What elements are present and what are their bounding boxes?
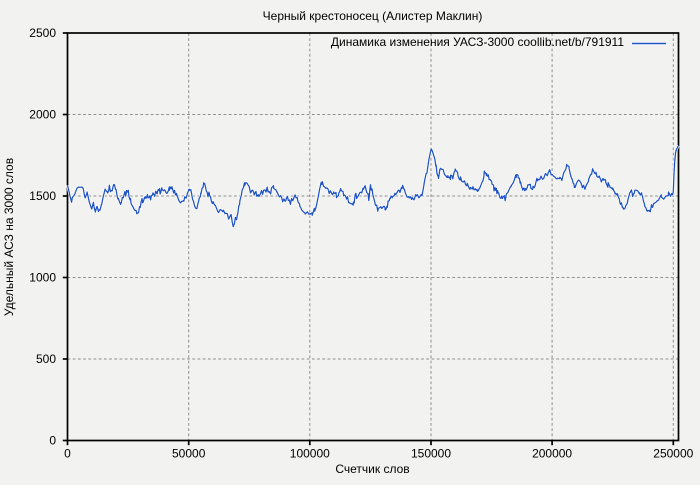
svg-text:2500: 2500 <box>29 26 56 40</box>
svg-text:2000: 2000 <box>29 108 56 122</box>
svg-text:Удельный АСЗ на 3000 слов: Удельный АСЗ на 3000 слов <box>2 158 16 316</box>
svg-text:1500: 1500 <box>29 189 56 203</box>
svg-text:150000: 150000 <box>411 447 451 461</box>
svg-text:Черный крестоносец (Алистер Ма: Черный крестоносец (Алистер Маклин) <box>263 9 483 23</box>
svg-text:1000: 1000 <box>29 271 56 285</box>
svg-text:250000: 250000 <box>653 447 693 461</box>
svg-text:0: 0 <box>64 447 71 461</box>
svg-text:100000: 100000 <box>290 447 330 461</box>
svg-text:200000: 200000 <box>532 447 572 461</box>
svg-text:Динамика изменения УАСЗ-3000 c: Динамика изменения УАСЗ-3000 coollib.net… <box>331 35 624 49</box>
svg-text:Счетчик слов: Счетчик слов <box>335 462 409 476</box>
svg-text:0: 0 <box>49 434 56 448</box>
svg-text:50000: 50000 <box>172 447 206 461</box>
svg-text:500: 500 <box>36 352 56 366</box>
